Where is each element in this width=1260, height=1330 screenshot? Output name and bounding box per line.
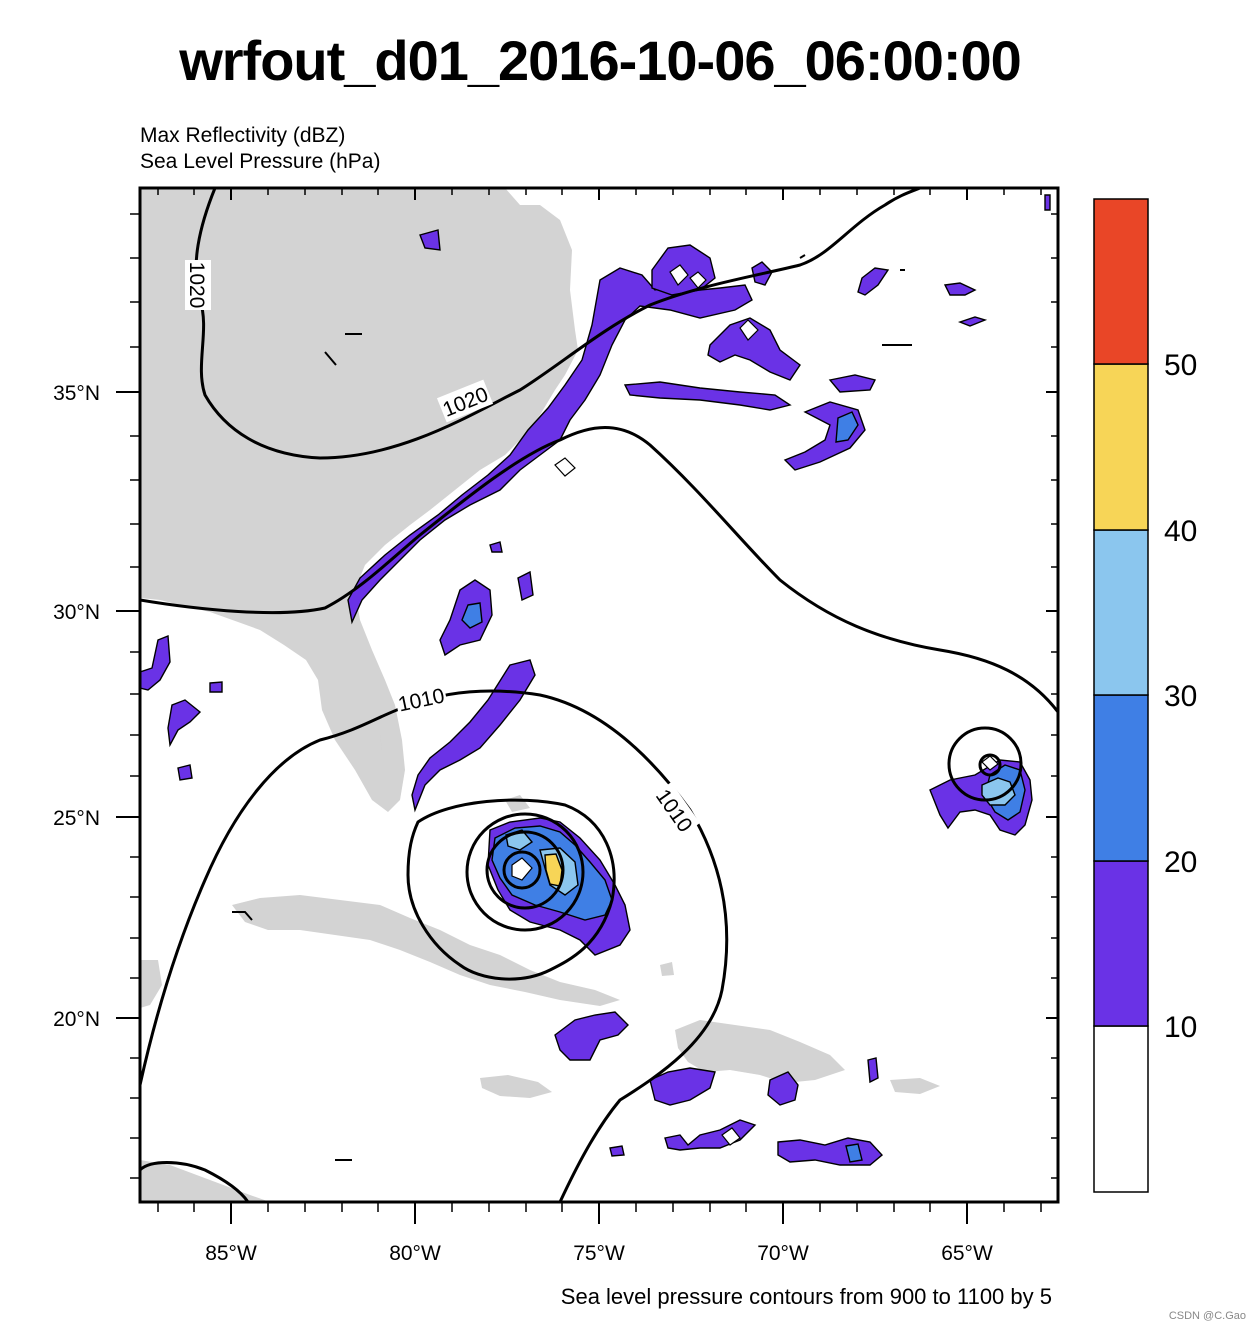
colorbar-box-3 [1093,529,1149,696]
colorbar-label: 10 [1164,1011,1197,1044]
slp-contour-1010 [140,689,729,1202]
colorbar-label: 30 [1164,680,1197,713]
field-label-pressure: Sea Level Pressure (hPa) [140,150,381,173]
slp-contours [140,188,1058,1202]
colorbar-label: 20 [1164,846,1197,879]
lat-tick-label: 25°N [53,807,100,830]
colorbar-box-4 [1093,363,1149,531]
colorbar-label: 40 [1164,515,1197,548]
lat-tick-label: 35°N [53,382,100,405]
contour-label-1020-west: 1020 [185,262,208,309]
lat-tick-label: 30°N [53,601,100,624]
colorbar-label: 50 [1164,349,1197,382]
lat-tick-label: 20°N [53,1008,100,1031]
field-label-reflectivity: Max Reflectivity (dBZ) [140,124,346,147]
map-panel: 1020 1020 1010 1010 [140,188,1058,1202]
watermark: CSDN @C.Gao [1168,1310,1246,1322]
lon-tick-label: 75°W [573,1242,625,1265]
lon-tick-label: 65°W [941,1242,993,1265]
colorbar-box-1 [1093,860,1149,1027]
slp-contour-1005 [406,798,616,981]
lon-tick-label: 85°W [205,1242,257,1265]
land-puerto-rico [890,1078,940,1094]
contour-info: Sea level pressure contours from 900 to … [560,1284,1052,1309]
land-north-america [140,188,578,812]
land-hispaniola [675,1020,845,1083]
plot-title: wrfout_d01_2016-10-06_06:00:00 [179,29,1022,92]
colorbar-box-0 [1093,1025,1149,1193]
colorbar: 10 20 30 40 50 [1093,198,1197,1193]
colorbar-box-2 [1093,694,1149,862]
land-jamaica [480,1075,552,1098]
slp-contour-1020-west [194,188,921,460]
colorbar-box-5 [1093,198,1149,365]
axis-ticks [116,188,1058,1224]
lon-tick-label: 70°W [757,1242,809,1265]
land-central-america [140,960,270,1202]
minor-ticks [130,188,1058,1212]
slp-contour-1015 [140,426,1058,713]
contour-label-1010-west: 1010 [396,684,446,716]
lon-tick-label: 80°W [389,1242,441,1265]
